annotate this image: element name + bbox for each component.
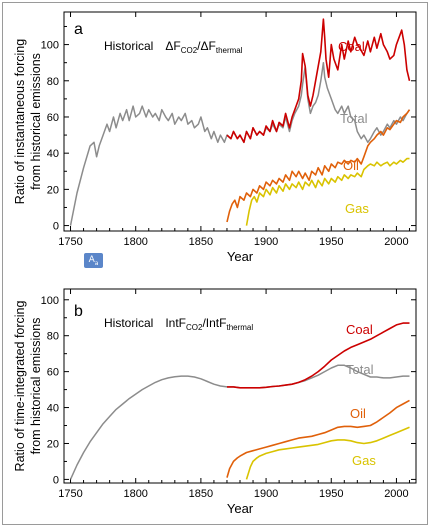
y-tick-label: 20 bbox=[47, 184, 59, 196]
y-axis-label-line2: from historical emissions bbox=[29, 318, 43, 455]
y-tick-label: 40 bbox=[47, 403, 59, 415]
x-tick-label: 1850 bbox=[189, 488, 213, 500]
panel-letter: a bbox=[74, 21, 83, 38]
series-line-gas bbox=[245, 426, 410, 480]
series-line-coal bbox=[227, 322, 410, 389]
x-tick-label: 1900 bbox=[254, 488, 278, 500]
series-label-oil: Oil bbox=[343, 158, 359, 173]
x-tick-label: 1950 bbox=[319, 236, 343, 248]
series-line-gas bbox=[245, 157, 410, 226]
series-label-total: Total bbox=[346, 362, 374, 377]
panel-title: Historical ΔFCO2/ΔFthermal bbox=[104, 39, 243, 55]
x-tick-label: 2000 bbox=[384, 488, 408, 500]
chart-panel-a: 1750 1800 1850 1900 1950 2000 0 20 40 60 80 100 Tota… bbox=[13, 11, 417, 264]
x-tick-label: 1900 bbox=[254, 236, 278, 248]
x-tick-label: 1750 bbox=[58, 236, 82, 248]
figure-frame bbox=[2, 2, 428, 525]
panel-title: Historical IntFCO2/IntFthermal bbox=[104, 316, 253, 332]
translate-icon[interactable]: Aa bbox=[84, 253, 103, 268]
y-tick-label: 40 bbox=[47, 148, 59, 160]
y-tick-label: 80 bbox=[47, 76, 59, 88]
y-tick-label: 20 bbox=[47, 438, 59, 450]
series-label-coal: Coal bbox=[346, 322, 373, 337]
panel-letter: b bbox=[74, 303, 83, 320]
series-line-oil bbox=[226, 399, 410, 478]
y-tick-label: 100 bbox=[41, 295, 59, 307]
chart-panel-b: 1750 1800 1850 1900 1950 2000 0 20 40 60 80 100 Tota… bbox=[13, 288, 417, 516]
x-tick-label: 1800 bbox=[123, 236, 147, 248]
y-axis-label-line2: from historical emissions bbox=[29, 53, 43, 190]
x-tick-label: 1750 bbox=[58, 488, 82, 500]
x-axis-label: Year bbox=[227, 249, 254, 264]
y-tick-label: 100 bbox=[41, 40, 59, 52]
series-label-oil: Oil bbox=[350, 406, 366, 421]
y-tick-label: 0 bbox=[53, 221, 59, 233]
y-axis-label-line1: Ratio of instantaneous forcing bbox=[13, 39, 27, 204]
x-tick-label: 1800 bbox=[123, 488, 147, 500]
series-label-gas: Gas bbox=[352, 453, 376, 468]
y-tick-label: 0 bbox=[53, 474, 59, 486]
series-line-oil bbox=[226, 109, 411, 223]
x-tick-label: 1850 bbox=[189, 236, 213, 248]
series-label-total: Total bbox=[340, 111, 368, 126]
series-line-coal bbox=[226, 18, 411, 144]
x-tick-label: 2000 bbox=[384, 236, 408, 248]
y-axis-label-line1: Ratio of time-integrated forcing bbox=[13, 300, 27, 471]
series-label-coal: Coal bbox=[338, 39, 365, 54]
x-axis-label: Year bbox=[227, 501, 254, 516]
x-tick-label: 1950 bbox=[319, 488, 343, 500]
series-label-gas: Gas bbox=[345, 201, 369, 216]
y-tick-label: 80 bbox=[47, 331, 59, 343]
y-tick-label: 60 bbox=[47, 367, 59, 379]
y-tick-label: 60 bbox=[47, 112, 59, 124]
